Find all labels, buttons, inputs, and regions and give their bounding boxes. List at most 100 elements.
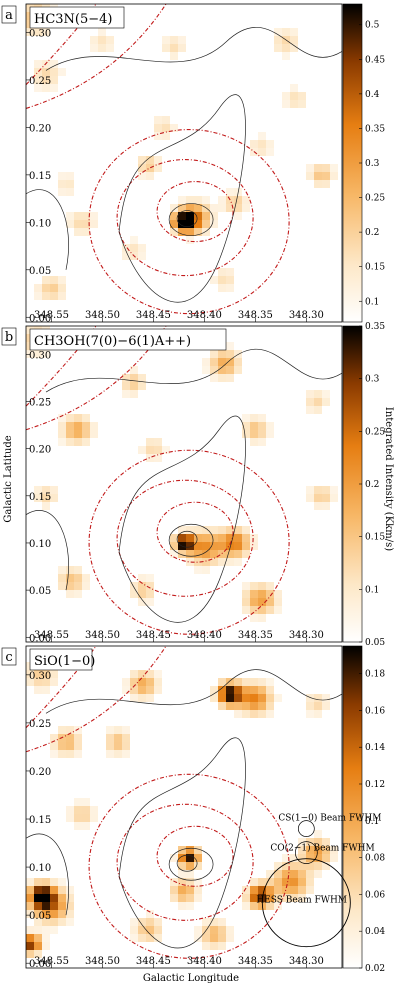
heatmap-cell	[226, 268, 234, 276]
heatmap-cell	[266, 140, 274, 148]
heatmap-cell	[42, 284, 50, 292]
heatmap-cell	[66, 220, 74, 228]
heatmap-cell	[194, 894, 202, 902]
heatmap-cell	[50, 734, 58, 742]
heatmap-cell	[130, 686, 138, 694]
heatmap-cell	[58, 276, 66, 284]
heatmap-cell	[314, 494, 322, 502]
heatmap-cell	[298, 92, 306, 100]
y-tick-label: 0.05	[29, 911, 51, 922]
heatmap-cell	[242, 678, 250, 686]
heatmap-cell	[42, 292, 50, 300]
heatmap-cell	[194, 550, 202, 558]
heatmap-cell	[266, 870, 274, 878]
heatmap-cell	[74, 726, 82, 734]
heatmap-cell	[194, 534, 202, 542]
heatmap-cell	[242, 430, 250, 438]
heatmap-cell	[210, 212, 218, 220]
heatmap-cell	[146, 438, 154, 446]
colorbar-tick-label: 0.04	[365, 927, 385, 937]
panel-c: 0.18 0.16 0.14 0.12 0.1 0.08 0.06 0.04 0.02 348.5…	[1, 645, 385, 974]
heatmap-cell	[66, 814, 74, 822]
heatmap-cell	[42, 350, 50, 358]
x-tick-label: 348.50	[85, 630, 120, 641]
heatmap-cell	[226, 678, 234, 686]
heatmap-cell	[314, 870, 322, 878]
heatmap-cell	[74, 806, 82, 814]
heatmap-cell	[178, 902, 186, 910]
heatmap-cell	[250, 542, 258, 550]
heatmap-cell	[274, 598, 282, 606]
heatmap-cell	[274, 44, 282, 52]
heatmap-cell	[26, 902, 34, 910]
heatmap-cell	[170, 894, 178, 902]
heatmap-cell	[146, 918, 154, 926]
heatmap-cell	[66, 742, 74, 750]
tev-contour-middle	[116, 803, 254, 921]
heatmap-cell	[210, 942, 218, 950]
heatmap-cell	[194, 854, 202, 862]
heatmap-cell	[218, 686, 226, 694]
heatmap-cell	[42, 76, 50, 84]
heatmap-cell	[314, 710, 322, 718]
heatmap-cell	[266, 902, 274, 910]
heatmap-cell	[218, 542, 226, 550]
heatmap-cell	[226, 204, 234, 212]
heatmap-cell	[170, 44, 178, 52]
heatmap-cell	[258, 582, 266, 590]
colorbar-tick-label: 0.14	[365, 743, 385, 753]
heatmap-cell	[298, 862, 306, 870]
heatmap-cell	[162, 124, 170, 132]
heatmap-cell	[50, 878, 58, 886]
colorbar-tick-label: 0.25	[365, 194, 385, 204]
heatmap-cell	[250, 534, 258, 542]
heatmap-cell	[178, 870, 186, 878]
heatmap-cell	[82, 806, 90, 814]
colorbar-tick-label: 0.06	[365, 890, 385, 900]
heatmap-cell	[138, 694, 146, 702]
heatmap-cell	[210, 542, 218, 550]
heatmap-cell	[298, 870, 306, 878]
heatmap-cell	[194, 204, 202, 212]
tev-contour-corner-2	[25, 645, 167, 753]
heatmap-cell	[258, 414, 266, 422]
heatmap-cell	[290, 870, 298, 878]
heatmap-cell	[322, 854, 330, 862]
heatmap-cell	[282, 878, 290, 886]
co-contour-upper	[45, 348, 343, 393]
heatmap-cell	[114, 742, 122, 750]
heatmap-cell	[178, 44, 186, 52]
heatmap-cell	[122, 742, 130, 750]
heatmap-cell	[266, 710, 274, 718]
heatmap-cell	[74, 822, 82, 830]
x-tick-label: 348.55	[34, 310, 69, 321]
co-contour-upper	[45, 669, 343, 714]
heatmap-cell	[234, 350, 242, 358]
heatmap-cell	[258, 132, 266, 140]
heatmap-cell	[130, 374, 138, 382]
heatmap-cell	[202, 942, 210, 950]
heatmap-cell	[74, 228, 82, 236]
heatmap-cell	[218, 350, 226, 358]
heatmap-cell	[306, 694, 314, 702]
heatmap-cell	[234, 366, 242, 374]
heatmap-cell	[218, 558, 226, 566]
heatmap-cell	[58, 180, 66, 188]
heatmap-cell	[210, 686, 218, 694]
heatmap-cell	[218, 358, 226, 366]
heatmap-cell	[66, 590, 74, 598]
heatmap-cell	[186, 870, 194, 878]
heatmap-cell	[290, 92, 298, 100]
heatmap-cell	[42, 686, 50, 694]
heatmap-cell	[210, 374, 218, 382]
heatmap-cell	[314, 838, 322, 846]
y-tick-label: 0.05	[29, 586, 51, 597]
heatmap-cell	[258, 430, 266, 438]
heatmap-cell	[226, 550, 234, 558]
heatmap-cell	[90, 212, 98, 220]
heatmap-cell	[274, 878, 282, 886]
heatmap-cell	[130, 366, 138, 374]
heatmap-cell	[178, 228, 186, 236]
heatmap-cell	[242, 606, 250, 614]
heatmap-cell	[298, 100, 306, 108]
